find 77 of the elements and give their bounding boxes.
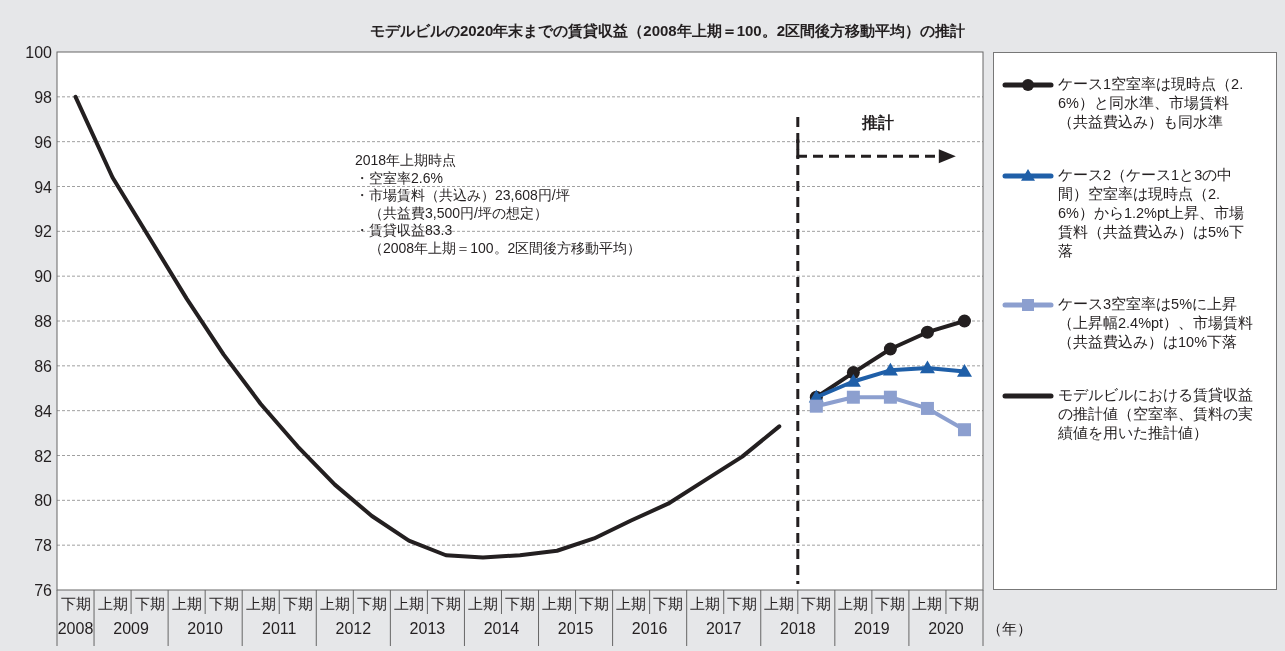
x-tick-label: 上期	[319, 596, 350, 612]
point	[956, 363, 972, 377]
x-tick-label: 下期	[430, 596, 461, 612]
annotation: ・賃貸収益83.3	[355, 222, 453, 238]
x-tick-label: 下期	[282, 596, 313, 612]
legend-label: ケース3空室率は5%に上昇（上昇幅2.4%pt）、市場賃料（共益費込み）は10%下落	[1058, 295, 1254, 352]
y-tick-label: 96	[34, 133, 53, 151]
chart-title: モデルビルの2020年末までの賃貸収益（2008年上期＝100。2区間後方移動平均）の推計	[369, 22, 966, 40]
x-tick-label: 下期	[801, 596, 832, 612]
y-tick-label: 90	[34, 268, 53, 286]
y-tick-label: 94	[34, 178, 53, 196]
text: 2014	[483, 620, 520, 637]
x-tick-label: 下期	[579, 596, 610, 612]
x-tick-label: 上期	[838, 596, 869, 612]
y-tick-label: 76	[34, 582, 53, 599]
y-tick-label: 80	[34, 492, 53, 510]
annotation: 推計	[860, 114, 894, 132]
x-tick-label: 下期	[208, 596, 239, 612]
point	[920, 401, 934, 415]
point	[883, 390, 897, 404]
x-tick-label: 上期	[393, 596, 424, 612]
x-tick-label: 上期	[764, 596, 795, 612]
y-tick-label: 84	[34, 402, 53, 420]
text: 2012	[335, 620, 372, 637]
x-tick-label: 下期	[653, 596, 684, 612]
legend-label: モデルビルにおける賃貸収益の推計値（空室率、賃料の実績値を用いた推計値）	[1058, 386, 1254, 443]
text: 2018	[780, 620, 816, 637]
x-tick-label: 下期	[356, 596, 387, 612]
point	[882, 362, 898, 376]
x-tick-label: 下期	[60, 596, 91, 612]
y-tick-label: 82	[34, 447, 53, 465]
x-tick-label: 上期	[616, 596, 647, 612]
text: 2020	[928, 620, 964, 637]
annotation: 2018年上期時点	[355, 152, 457, 168]
point	[920, 325, 934, 339]
point	[919, 360, 935, 374]
y-tick-label: 78	[34, 537, 53, 555]
text: 2010	[187, 620, 224, 637]
x-tick-label: 上期	[690, 596, 721, 612]
text: 2016	[631, 620, 668, 637]
annotation: （共益費3,500円/坪の想定）	[355, 204, 548, 221]
y-tick-label: 92	[34, 223, 53, 241]
y-tick-label: 88	[34, 313, 53, 330]
x-tick-label: 上期	[912, 596, 943, 612]
point	[846, 390, 860, 404]
y-tick-label: 86	[34, 357, 53, 375]
line-series	[73, 94, 782, 560]
x-tick-label: 上期	[467, 596, 498, 612]
annotation: ・空室率2.6%	[355, 169, 443, 186]
text: 2009	[113, 620, 149, 637]
x-tick-label: 下期	[505, 596, 535, 612]
x-tick-label: 下期	[134, 596, 165, 612]
annotation: ・市場賃料（共込み）23,608円/坪	[355, 187, 570, 203]
point	[809, 399, 823, 413]
x-tick-label: 上期	[171, 596, 202, 612]
point	[845, 374, 861, 387]
point	[957, 314, 971, 328]
x-tick-label: 上期	[97, 596, 128, 612]
text: 2015	[557, 620, 594, 637]
text: 2019	[854, 620, 890, 637]
legend-label: ケース2（ケース1と3の中間）空室率は現時点（2.6%）から1.2%pt上昇、市場賃料（共益費込み）は5%下落	[1058, 166, 1246, 261]
x-tick-label: 下期	[949, 596, 980, 612]
point	[957, 423, 971, 437]
legend-label: ケース1空室率は現時点（2.6%）と同水準、市場賃料（共益費込み）も同水準	[1058, 75, 1245, 132]
text: 2008	[57, 620, 94, 637]
y-tick-label: 100	[25, 44, 53, 61]
x-tick-label: 下期	[875, 596, 906, 612]
text: 2017	[705, 620, 742, 637]
x-tick-label: 上期	[245, 596, 276, 612]
y-tick-label: 98	[34, 88, 53, 106]
x-tick-label: 上期	[542, 596, 573, 612]
point	[883, 342, 897, 356]
x-axis-title: （年）	[987, 620, 1032, 637]
x-tick-label: 下期	[727, 596, 758, 612]
text: 2013	[409, 620, 446, 637]
annotation: （2008年上期＝100。2区間後方移動平均）	[355, 239, 642, 256]
text: 2011	[262, 620, 297, 637]
